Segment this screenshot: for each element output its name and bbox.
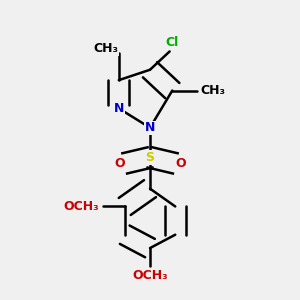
Text: N: N <box>145 121 155 134</box>
Text: O: O <box>114 157 125 170</box>
Text: Cl: Cl <box>166 36 179 49</box>
Text: O: O <box>175 157 186 170</box>
Text: OCH₃: OCH₃ <box>64 200 100 213</box>
Text: OCH₃: OCH₃ <box>132 269 168 282</box>
Text: CH₃: CH₃ <box>94 42 119 56</box>
Text: S: S <box>146 151 154 164</box>
Text: N: N <box>114 102 124 115</box>
Text: CH₃: CH₃ <box>200 84 226 97</box>
